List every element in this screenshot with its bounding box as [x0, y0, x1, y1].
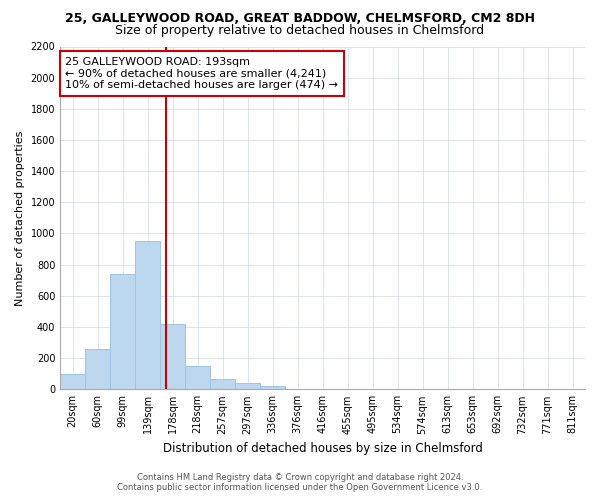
Bar	[160, 324, 185, 390]
Y-axis label: Number of detached properties: Number of detached properties	[15, 130, 25, 306]
Text: 25, GALLEYWOOD ROAD, GREAT BADDOW, CHELMSFORD, CM2 8DH: 25, GALLEYWOOD ROAD, GREAT BADDOW, CHELM…	[65, 12, 535, 26]
Bar	[235, 383, 260, 390]
Bar	[60, 374, 85, 390]
X-axis label: Distribution of detached houses by size in Chelmsford: Distribution of detached houses by size …	[163, 442, 482, 455]
Bar	[210, 379, 235, 390]
Bar	[260, 386, 285, 390]
Bar	[135, 242, 160, 390]
Text: 25 GALLEYWOOD ROAD: 193sqm
← 90% of detached houses are smaller (4,241)
10% of s: 25 GALLEYWOOD ROAD: 193sqm ← 90% of deta…	[65, 57, 338, 90]
Bar	[85, 349, 110, 390]
Text: Size of property relative to detached houses in Chelmsford: Size of property relative to detached ho…	[115, 24, 485, 37]
Text: Contains HM Land Registry data © Crown copyright and database right 2024.
Contai: Contains HM Land Registry data © Crown c…	[118, 473, 482, 492]
Bar	[185, 366, 210, 390]
Bar	[110, 274, 135, 390]
